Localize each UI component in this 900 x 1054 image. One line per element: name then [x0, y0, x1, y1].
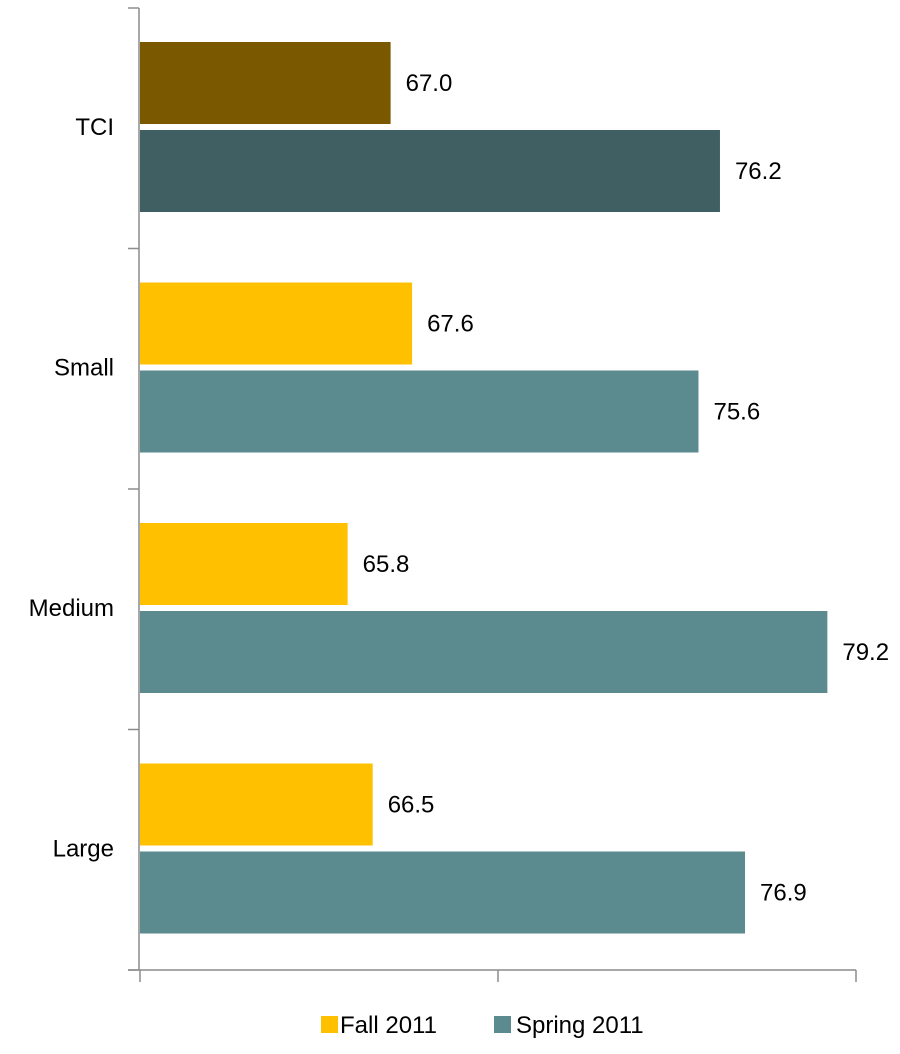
bar-tci-fall-2011	[140, 42, 391, 124]
value-labels: 67.0 76.2 67.6 75.6 65.8 79.2 66.5 76.9	[363, 70, 889, 907]
category-labels: TCI Small Medium Large	[29, 114, 114, 863]
bar-small-fall-2011	[140, 282, 413, 365]
category-label-tci: TCI	[75, 114, 114, 141]
bar-small-spring-2011	[140, 370, 699, 453]
bar-large-fall-2011	[140, 763, 373, 846]
value-label-large-fall-2011: 66.5	[388, 792, 435, 819]
value-label-small-spring-2011: 75.6	[713, 399, 760, 426]
category-label-medium: Medium	[29, 595, 114, 622]
bar-tci-spring-2011	[140, 130, 720, 212]
value-label-tci-fall-2011: 67.0	[406, 70, 453, 97]
legend-label-fall-2011: Fall 2011	[340, 1012, 437, 1039]
bar-large-spring-2011	[140, 851, 746, 934]
value-label-large-spring-2011: 76.9	[760, 880, 807, 907]
value-label-medium-fall-2011: 65.8	[363, 551, 410, 578]
value-label-small-fall-2011: 67.6	[427, 311, 474, 338]
bar-medium-spring-2011	[140, 611, 828, 693]
y-axis-ticks	[128, 7, 139, 971]
x-axis-ticks	[139, 970, 857, 982]
category-label-large: Large	[53, 836, 114, 863]
category-label-small: Small	[54, 355, 114, 382]
legend-swatch-fall-2011	[321, 1016, 338, 1033]
bars	[140, 42, 828, 934]
legend: Fall 2011 Spring 2011	[321, 1012, 644, 1039]
bar-medium-fall-2011	[140, 523, 348, 605]
value-label-medium-spring-2011: 79.2	[842, 639, 889, 666]
value-label-tci-spring-2011: 76.2	[735, 158, 782, 185]
legend-label-spring-2011: Spring 2011	[516, 1012, 644, 1039]
legend-swatch-spring-2011	[494, 1016, 511, 1033]
